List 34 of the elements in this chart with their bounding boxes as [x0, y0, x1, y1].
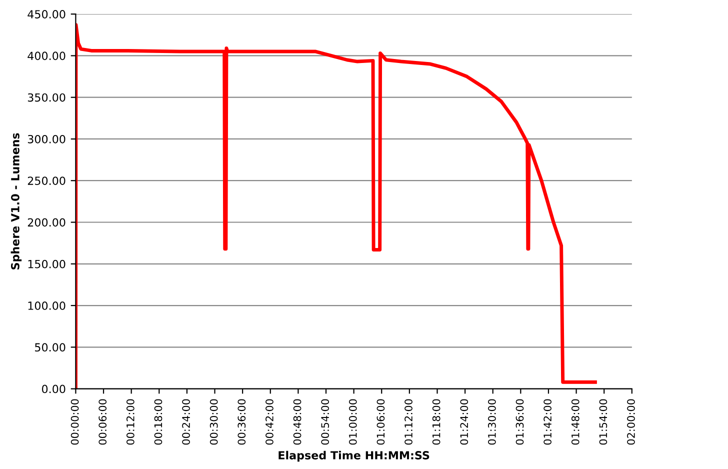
- x-tick-label: 01:06:00: [376, 399, 385, 445]
- y-tick-label: 450.00: [28, 10, 66, 18]
- y-tick-label: 100.00: [28, 302, 66, 310]
- x-tick-label: 00:54:00: [321, 399, 330, 445]
- line-series: [76, 23, 597, 389]
- x-tick-label: 01:36:00: [516, 399, 524, 445]
- y-tick-label: 400.00: [28, 52, 66, 60]
- x-tick-label: 01:30:00: [488, 399, 496, 445]
- x-tick-label: 00:42:00: [266, 399, 274, 445]
- x-axis-title: Elapsed Time HH:MM:SS: [278, 450, 430, 462]
- x-tick-label: 00:18:00: [154, 399, 162, 445]
- x-tick-label: 01:42:00: [544, 399, 552, 445]
- x-tick-label: 00:00:00: [70, 399, 79, 445]
- y-tick-label: 200.00: [28, 218, 66, 227]
- x-tick-label: 00:24:00: [182, 399, 190, 445]
- y-tick-label: 50.00: [35, 343, 66, 352]
- x-tick-label: 00:48:00: [293, 399, 302, 445]
- y-tick-label: 0.00: [42, 384, 66, 394]
- x-tick-label: 01:12:00: [404, 399, 412, 445]
- x-tick-label: 01:18:00: [432, 399, 440, 445]
- y-tick-label: 350.00: [28, 93, 66, 102]
- x-tick-label: 00:12:00: [126, 399, 134, 445]
- y-axis-title: Sphere V1.0 - Lumens: [10, 133, 22, 270]
- x-tick-label: 01:24:00: [460, 399, 468, 445]
- y-tick-label: 300.00: [28, 134, 66, 144]
- x-tick-label: 02:00:00: [627, 399, 635, 445]
- x-tick-label: 00:36:00: [238, 399, 246, 445]
- x-tick-label: 00:06:00: [98, 399, 107, 445]
- y-tick-label: 150.00: [28, 260, 66, 268]
- x-tick-label: 01:54:00: [599, 399, 608, 445]
- x-tick-label: 01:00:00: [348, 399, 357, 445]
- x-tick-label: 00:30:00: [210, 399, 218, 445]
- x-tick-label: 01:48:00: [571, 399, 580, 445]
- y-tick-label: 250.00: [28, 176, 66, 185]
